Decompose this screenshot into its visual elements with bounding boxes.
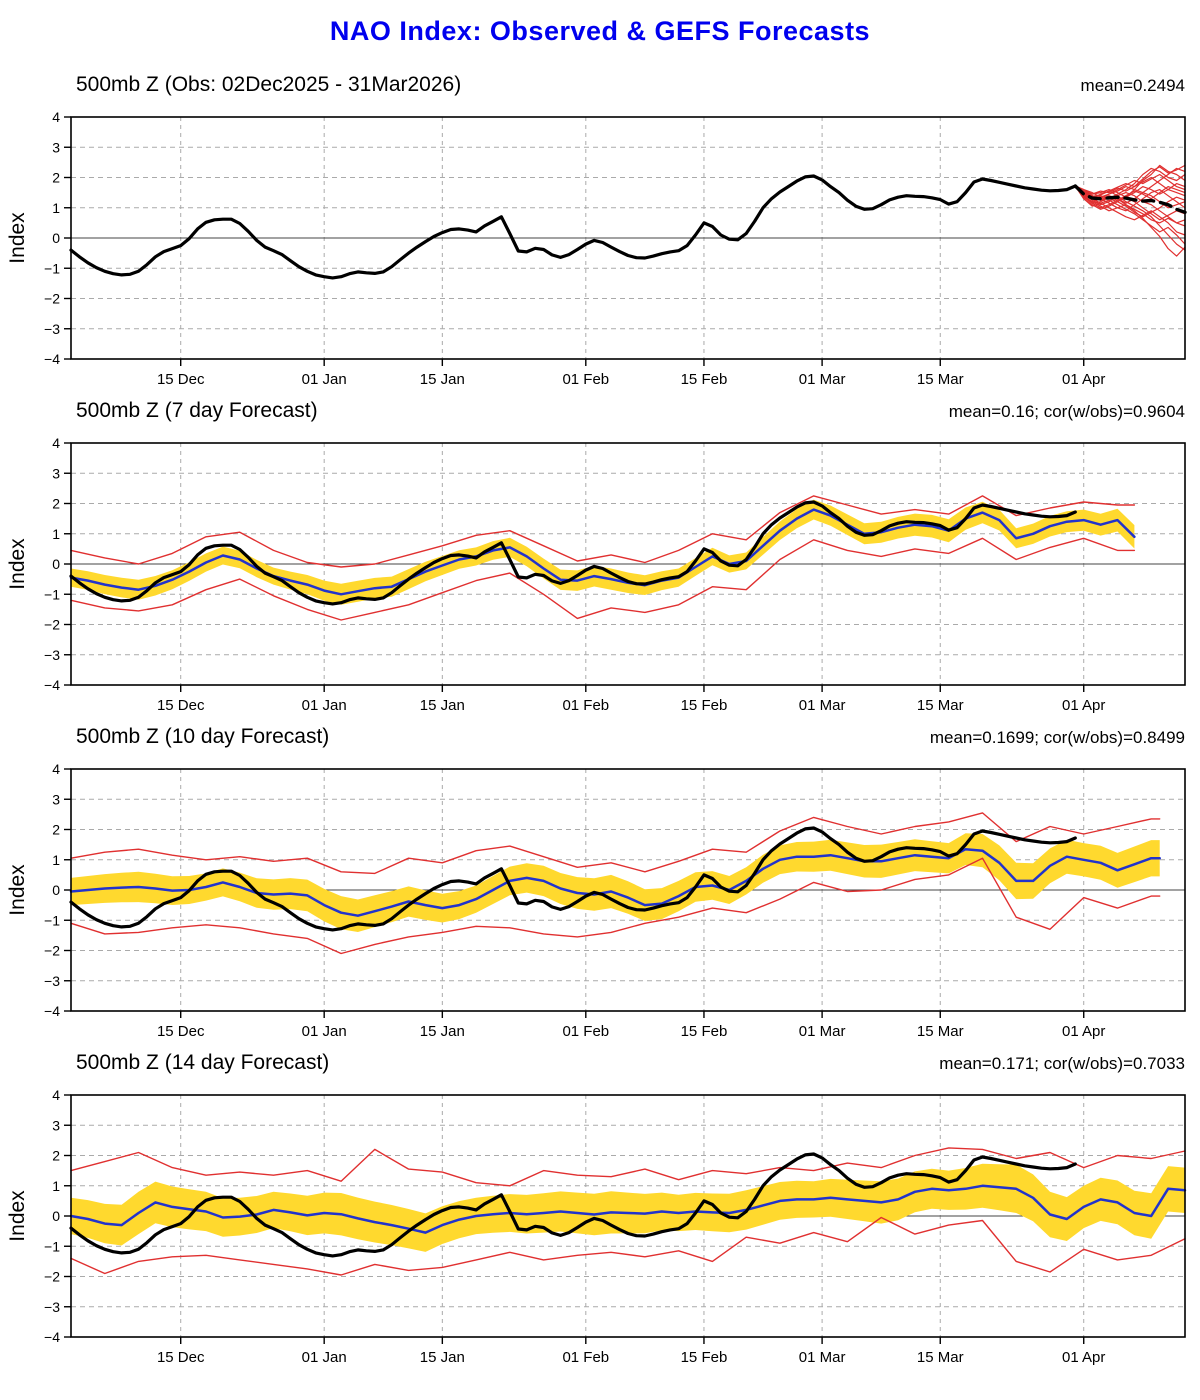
svg-text:−3: −3 [44,973,60,989]
svg-text:01 Mar: 01 Mar [799,371,846,388]
svg-text:15 Feb: 15 Feb [681,371,728,388]
panel-10day-header: 500mb Z (10 day Forecast) mean=0.1699; c… [0,725,1200,755]
svg-text:15 Dec: 15 Dec [157,371,205,388]
svg-text:15 Mar: 15 Mar [917,697,964,714]
svg-text:−3: −3 [44,1299,60,1315]
panel-7day-title: 500mb Z (7 day Forecast) [76,399,318,422]
svg-text:01 Feb: 01 Feb [562,1023,609,1040]
panel-14day-header: 500mb Z (14 day Forecast) mean=0.171; co… [0,1051,1200,1081]
panel-7day-stats: mean=0.16; cor(w/obs)=0.9604 [948,402,1185,421]
svg-text:−4: −4 [44,1329,60,1345]
svg-text:01 Apr: 01 Apr [1062,371,1105,388]
svg-text:01 Mar: 01 Mar [799,1349,846,1366]
panel-observed-stats: mean=0.2494 [1080,76,1185,95]
svg-text:−2: −2 [44,943,60,959]
svg-text:−4: −4 [44,677,60,693]
svg-text:3: 3 [52,791,60,807]
svg-text:15 Jan: 15 Jan [420,371,465,388]
panel-10day-forecast: 500mb Z (10 day Forecast) mean=0.1699; c… [0,725,1200,1049]
y-axis-label: Index [6,1190,29,1242]
svg-text:01 Jan: 01 Jan [302,1349,347,1366]
svg-text:4: 4 [52,761,60,777]
svg-text:4: 4 [52,1087,60,1103]
svg-text:01 Apr: 01 Apr [1062,1023,1105,1040]
forecast-7day-chart: 4 3 2 1 0 −1 −2 −3 −4 15 Dec 01 Jan 15 Jan 01 Feb 15 … [6,435,1186,714]
panel-10day-title: 500mb Z (10 day Forecast) [76,725,330,748]
svg-text:15 Dec: 15 Dec [157,1349,205,1366]
svg-text:1: 1 [52,1178,60,1194]
svg-text:1: 1 [52,200,60,216]
svg-text:4: 4 [52,109,60,125]
svg-text:4: 4 [52,435,60,451]
svg-text:−1: −1 [44,1238,60,1254]
svg-text:01 Feb: 01 Feb [562,1349,609,1366]
svg-text:−1: −1 [44,260,60,276]
svg-text:01 Mar: 01 Mar [799,1023,846,1040]
svg-text:15 Jan: 15 Jan [420,1349,465,1366]
panel-14day-stats: mean=0.171; cor(w/obs)=0.7033 [939,1054,1185,1073]
svg-text:−4: −4 [44,351,60,367]
observed-chart: 4 3 2 1 0 −1 −2 −3 −4 15 Dec 01 Jan 15 Jan 01 Feb 15 … [6,109,1187,388]
svg-text:3: 3 [52,139,60,155]
forecast-10day-chart: 4 3 2 1 0 −1 −2 −3 −4 15 Dec 01 Jan 15 Jan 01 Feb 15 … [6,761,1186,1040]
svg-text:0: 0 [52,1208,60,1224]
svg-text:−4: −4 [44,1003,60,1019]
svg-text:15 Feb: 15 Feb [681,1023,728,1040]
panel-7day-header: 500mb Z (7 day Forecast) mean=0.16; cor(… [0,399,1200,429]
svg-text:2: 2 [52,170,60,186]
panel-14day-title: 500mb Z (14 day Forecast) [76,1051,330,1074]
svg-text:0: 0 [52,556,60,572]
svg-text:1: 1 [52,526,60,542]
svg-text:01 Apr: 01 Apr [1062,1349,1105,1366]
svg-text:−2: −2 [44,291,60,307]
svg-text:15 Dec: 15 Dec [157,697,205,714]
svg-text:01 Jan: 01 Jan [302,1023,347,1040]
forecast-14day-chart: 4 3 2 1 0 −1 −2 −3 −4 15 Dec 01 Jan 15 Jan 01 Feb 15 … [6,1087,1187,1366]
svg-text:01 Feb: 01 Feb [562,697,609,714]
svg-text:2: 2 [52,1148,60,1164]
panel-14day-forecast: 500mb Z (14 day Forecast) mean=0.171; co… [0,1051,1200,1375]
svg-text:−1: −1 [44,912,60,928]
svg-text:01 Mar: 01 Mar [799,697,846,714]
y-axis-label: Index [6,212,29,264]
panel-observed-title: 500mb Z (Obs: 02Dec2025 - 31Mar2026) [76,73,462,96]
svg-text:15 Feb: 15 Feb [681,697,728,714]
y-axis-label: Index [6,538,29,590]
svg-text:2: 2 [52,496,60,512]
panel-observed-header: 500mb Z (Obs: 02Dec2025 - 31Mar2026) mea… [0,73,1200,103]
svg-text:1: 1 [52,852,60,868]
svg-text:15 Jan: 15 Jan [420,1023,465,1040]
svg-text:2: 2 [52,822,60,838]
panel-10day-stats: mean=0.1699; cor(w/obs)=0.8499 [929,728,1185,747]
svg-text:15 Dec: 15 Dec [157,1023,205,1040]
svg-text:15 Mar: 15 Mar [917,1349,964,1366]
panel-7day-forecast: 500mb Z (7 day Forecast) mean=0.16; cor(… [0,399,1200,723]
svg-text:0: 0 [52,882,60,898]
svg-text:−3: −3 [44,321,60,337]
svg-text:15 Mar: 15 Mar [917,371,964,388]
svg-text:−2: −2 [44,617,60,633]
svg-text:15 Feb: 15 Feb [681,1349,728,1366]
svg-text:3: 3 [52,1117,60,1133]
svg-text:15 Jan: 15 Jan [420,697,465,714]
svg-text:−1: −1 [44,586,60,602]
panel-observed: 500mb Z (Obs: 02Dec2025 - 31Mar2026) mea… [0,73,1200,397]
svg-text:01 Apr: 01 Apr [1062,697,1105,714]
svg-text:01 Jan: 01 Jan [302,371,347,388]
y-axis-label: Index [6,864,29,916]
svg-text:01 Jan: 01 Jan [302,697,347,714]
svg-text:15 Mar: 15 Mar [917,1023,964,1040]
svg-text:0: 0 [52,230,60,246]
page-title: NAO Index: Observed & GEFS Forecasts [329,16,871,46]
svg-text:−3: −3 [44,647,60,663]
svg-text:−2: −2 [44,1269,60,1285]
svg-text:3: 3 [52,465,60,481]
svg-text:01 Feb: 01 Feb [562,371,609,388]
